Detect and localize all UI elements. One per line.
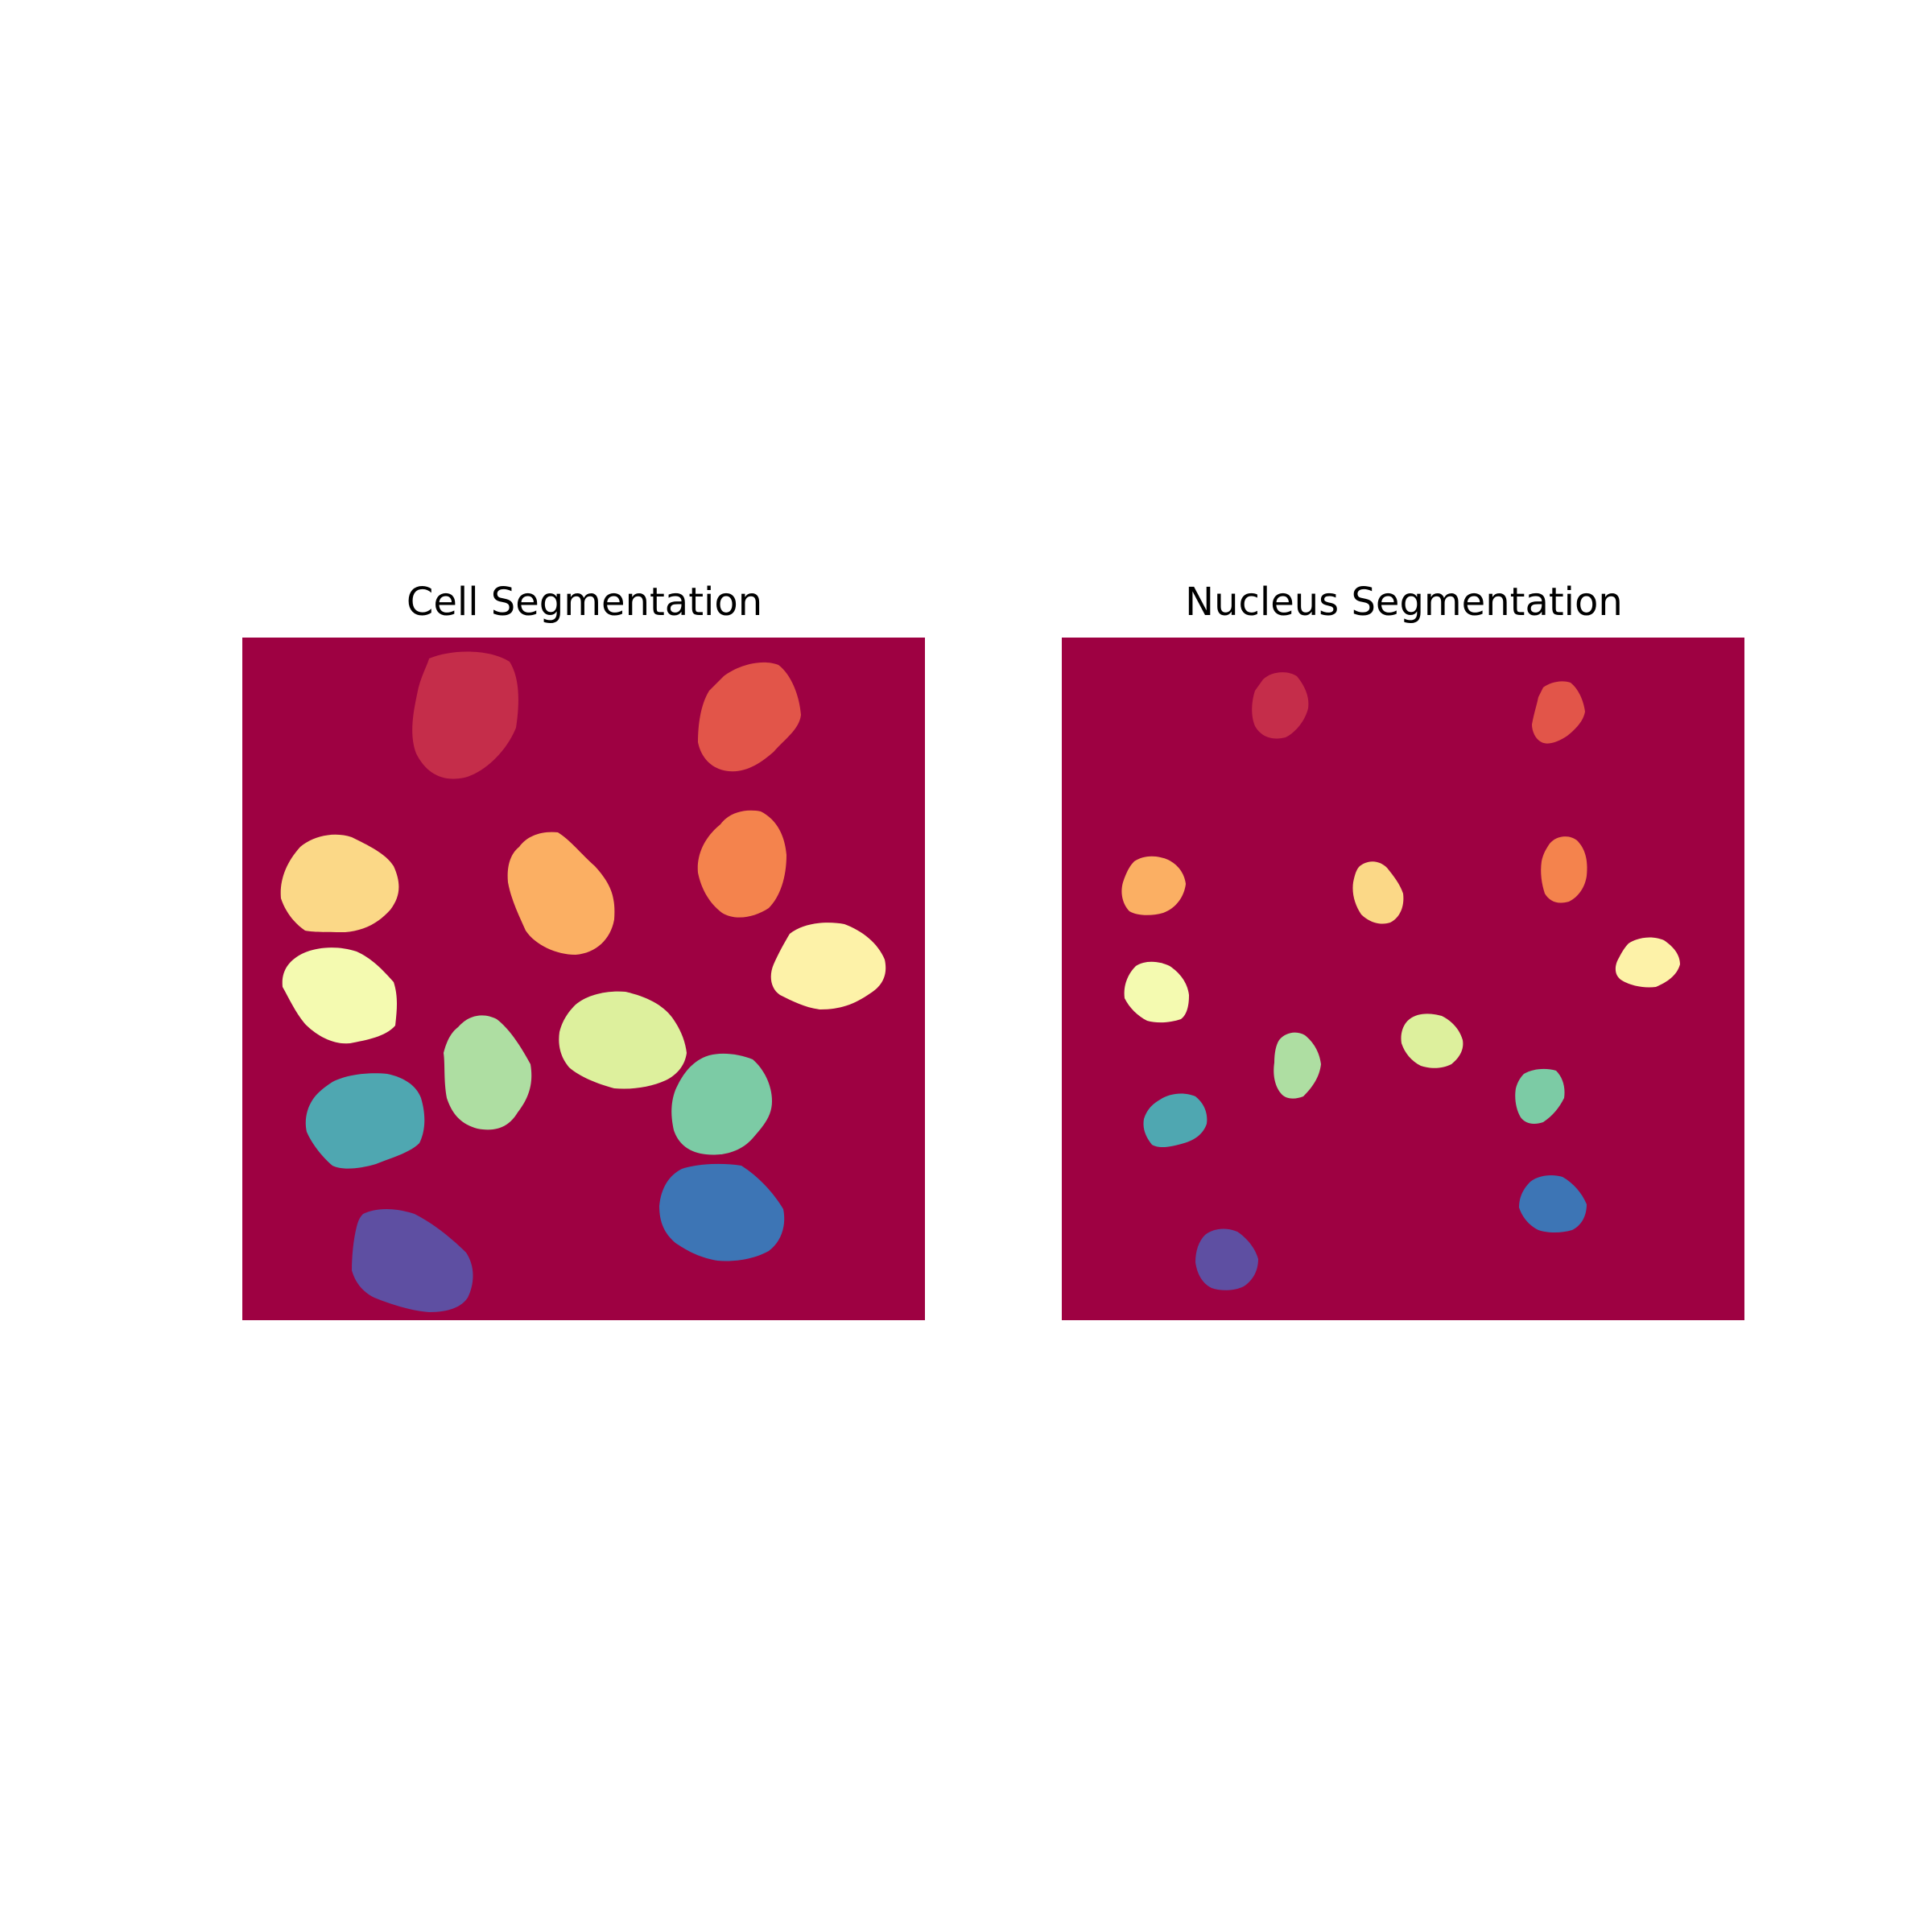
cell-label-map [242,638,925,1320]
nucleus-label-map [1062,638,1744,1320]
cell-segmentation-image [242,638,925,1320]
cell-segmentation-title: Cell Segmentation [242,578,927,626]
nucleus-segmentation-title: Nucleus Segmentation [1061,578,1747,626]
nucleus-segmentation-image [1062,638,1744,1320]
